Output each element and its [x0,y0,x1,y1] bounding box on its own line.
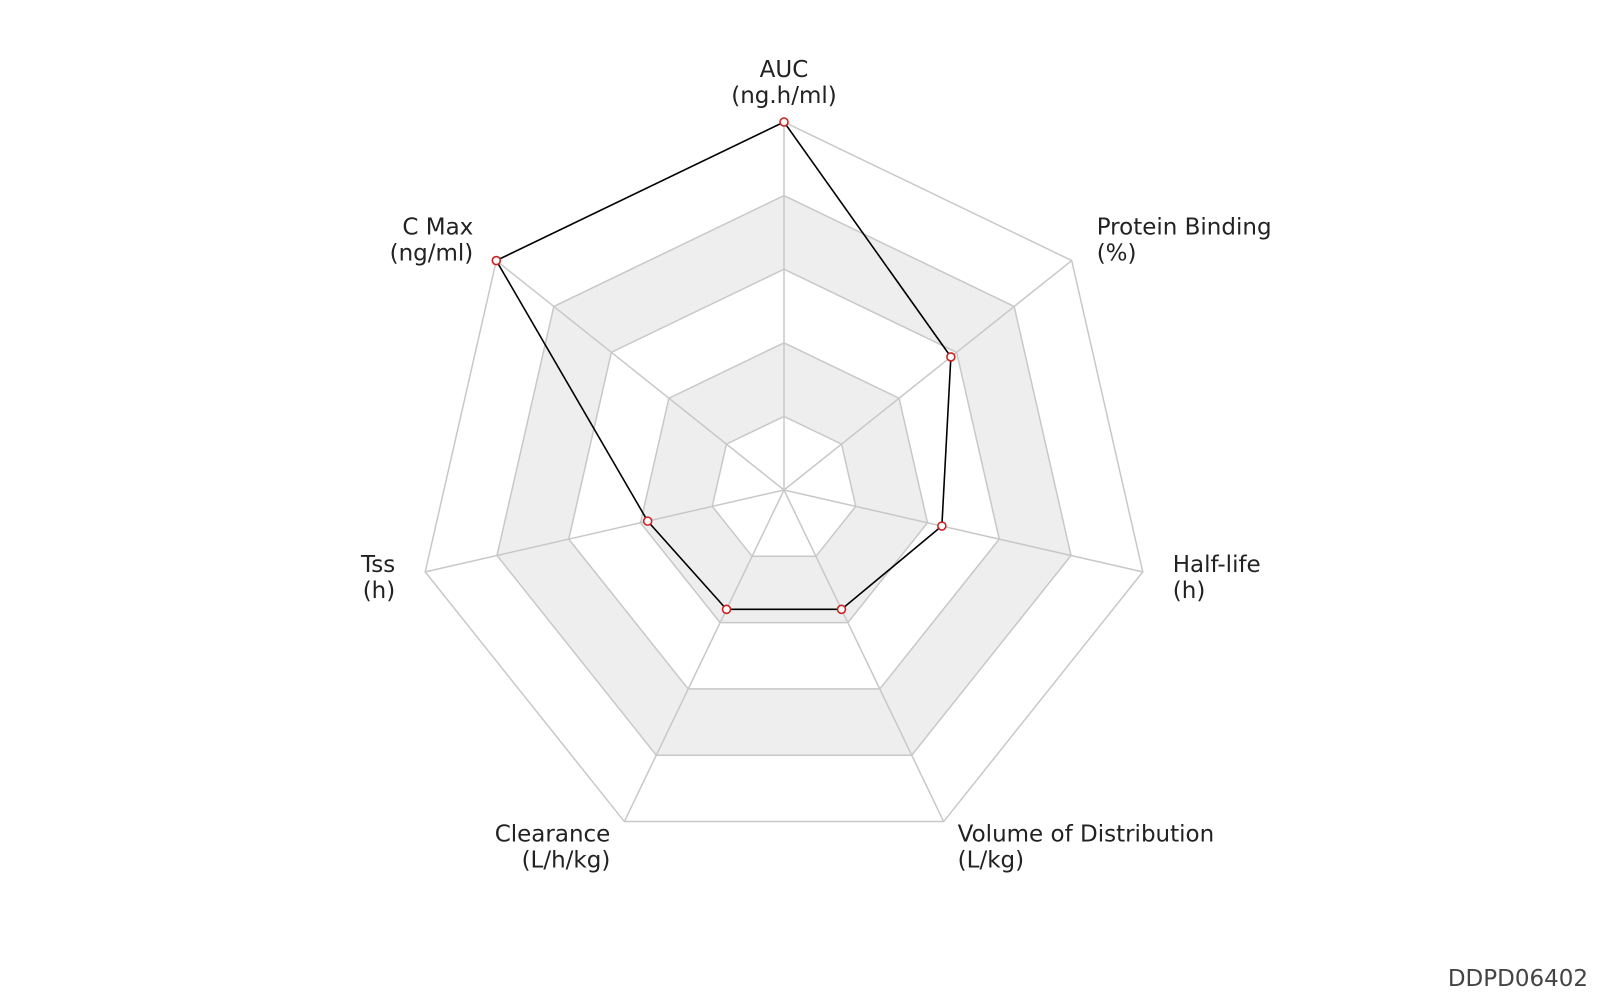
data-point-4 [721,604,732,615]
axis-name: Clearance [495,822,611,848]
axis-unit: (L/h/kg) [522,848,611,874]
axis-label-6: C Max (ng/ml) [390,215,474,267]
axis-unit: (L/kg) [958,848,1024,874]
axis-unit: (ng.h/ml) [731,83,837,109]
axis-name: Protein Binding [1097,215,1272,241]
axis-label-2: Half-life (h) [1173,552,1261,604]
data-point-0 [779,117,789,127]
axis-label-1: Protein Binding (%) [1097,215,1272,267]
data-point-3 [836,604,847,615]
data-point-1 [946,352,956,362]
axis-name: Tss [360,552,395,578]
spoke-4 [623,489,785,822]
axis-label-3: Volume of Distribution (L/kg) [958,822,1215,874]
radar-axis-labels: AUC (ng.h/ml)Protein Binding (%)Half-life(… [360,57,1272,874]
axis-unit: (h) [363,578,396,604]
axis-label-4: Clearance (L/h/kg) [495,822,611,874]
spoke-1 [783,259,1073,491]
data-point-2 [937,521,947,531]
watermark-id: DDPD06402 [1447,966,1588,992]
axis-unit: (h) [1173,578,1206,604]
axis-name: AUC [760,57,809,83]
spoke-3 [783,489,945,822]
spoke-2 [783,489,1143,573]
data-point-6 [491,255,502,266]
axis-name: C Max [402,215,473,241]
axis-label-5: Tss (h) [360,552,395,604]
radar-spokes [425,122,1143,822]
series-line [495,120,952,611]
axis-label-0: AUC (ng.h/ml) [731,57,837,109]
axis-unit: (%) [1097,241,1137,267]
spoke-6 [495,259,785,491]
axis-name: Volume of Distribution [958,822,1215,848]
radar-series [491,117,956,615]
data-point-5 [642,516,653,526]
spoke-5 [425,489,785,573]
axis-name: Half-life [1173,552,1261,578]
axis-unit: (ng/ml) [390,241,474,267]
